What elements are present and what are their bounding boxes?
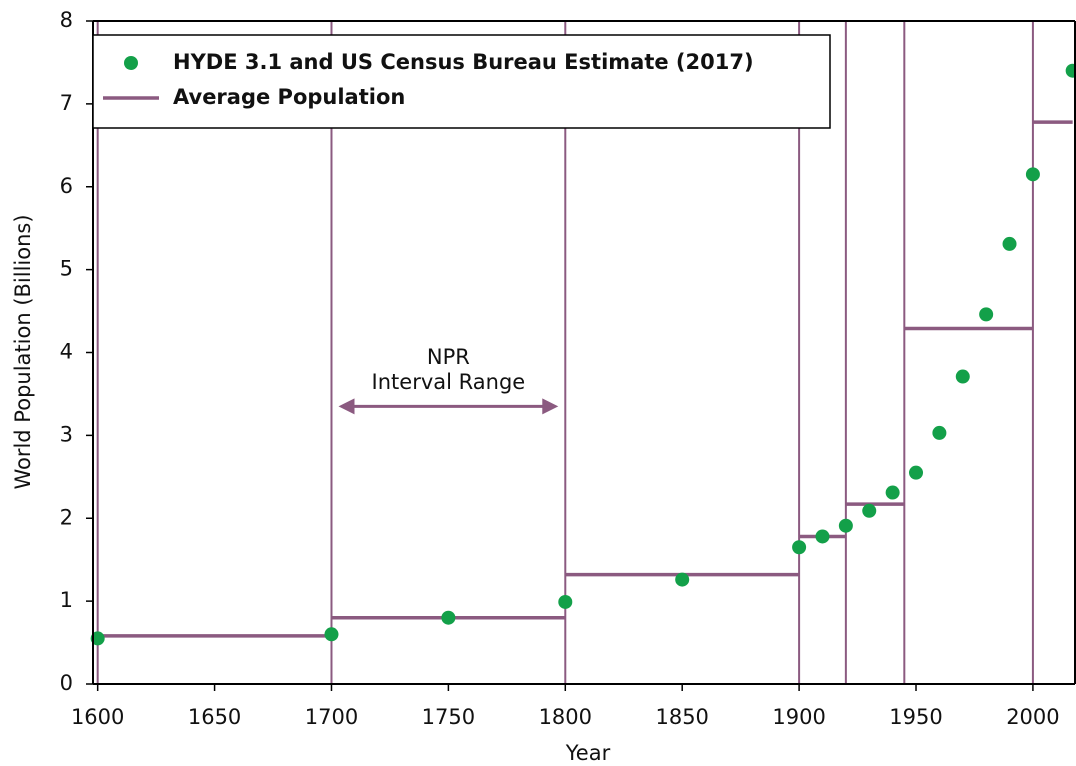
data-point [815,529,830,544]
data-point [792,540,807,555]
data-point [932,425,947,440]
x-tick-label: 1750 [422,705,475,729]
y-tick-label: 0 [60,671,73,695]
x-tick-label: 1900 [772,705,825,729]
x-tick-label: 1800 [539,705,592,729]
y-tick-label: 5 [60,257,73,281]
data-point [675,572,690,587]
data-point [441,610,456,625]
data-point [862,503,877,518]
legend-label: Average Population [173,85,405,109]
legend-marker [124,56,138,70]
data-point [955,369,970,384]
y-tick-label: 7 [60,91,73,115]
data-point [1025,167,1040,182]
data-point [838,518,853,533]
y-tick-label: 4 [60,340,73,364]
y-tick-label: 6 [60,174,73,198]
data-point [324,627,339,642]
y-tick-label: 2 [60,505,73,529]
x-tick-label: 1600 [71,705,124,729]
x-axis-label: Year [565,741,611,765]
x-tick-label: 2000 [1006,705,1059,729]
legend-label: HYDE 3.1 and US Census Bureau Estimate (… [173,50,754,74]
data-point [909,465,924,480]
arrow-head [542,398,559,415]
data-point [1065,63,1076,78]
y-tick-label: 1 [60,588,73,612]
data-point [885,485,900,500]
legend-box [92,34,831,129]
data-point [1002,236,1017,251]
y-axis-label: World Population (Billions) [11,214,35,489]
annotation-text: Interval Range [372,370,526,394]
y-tick-label: 8 [60,8,73,32]
x-tick-label: 1850 [655,705,708,729]
data-point [979,307,994,322]
y-tick-label: 3 [60,422,73,446]
data-point [558,594,573,609]
data-point [90,631,105,646]
x-tick-label: 1650 [188,705,241,729]
annotation-text: NPR [427,345,470,369]
x-tick-label: 1700 [305,705,358,729]
arrow-head [338,398,355,415]
x-tick-label: 1950 [889,705,942,729]
